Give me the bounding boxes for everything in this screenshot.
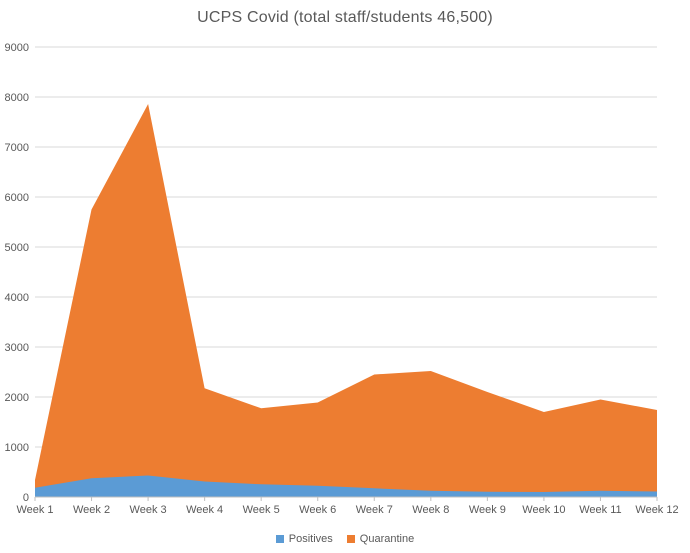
y-axis-label: 0 bbox=[23, 492, 29, 504]
legend-item-positives: Positives bbox=[275, 533, 333, 545]
positives-swatch-icon bbox=[275, 535, 284, 543]
x-axis-label: Week 10 bbox=[522, 504, 565, 516]
x-axis-label: Week 8 bbox=[412, 504, 449, 516]
x-axis-label: Week 3 bbox=[130, 504, 167, 516]
quarantine-swatch-icon bbox=[346, 535, 355, 543]
y-axis-label: 9000 bbox=[5, 42, 29, 54]
x-axis-label: Week 12 bbox=[635, 504, 678, 516]
y-axis-label: 1000 bbox=[5, 442, 29, 454]
x-axis-label: Week 1 bbox=[16, 504, 53, 516]
legend-label-quarantine: Quarantine bbox=[359, 533, 415, 545]
x-axis-label: Week 11 bbox=[579, 504, 621, 516]
y-axis-label: 8000 bbox=[5, 92, 29, 104]
quarantine-area-series bbox=[35, 104, 657, 497]
x-axis-label: Week 7 bbox=[356, 504, 393, 516]
y-axis-label: 2000 bbox=[5, 392, 29, 404]
x-axis-label: Week 9 bbox=[469, 504, 506, 516]
x-axis-label: Week 2 bbox=[73, 504, 110, 516]
legend-item-quarantine: Quarantine bbox=[346, 533, 415, 545]
chart-title: UCPS Covid (total staff/students 46,500) bbox=[197, 9, 493, 26]
y-axis-label: 7000 bbox=[5, 142, 29, 154]
y-axis-label: 6000 bbox=[5, 192, 29, 204]
y-axis-label: 4000 bbox=[5, 292, 29, 304]
legend-label-positives: Positives bbox=[288, 533, 333, 545]
y-axis-label: 3000 bbox=[5, 342, 29, 354]
x-axis-label: Week 6 bbox=[299, 504, 336, 516]
positives-area-series bbox=[35, 475, 657, 497]
x-axis-label: Week 4 bbox=[186, 504, 223, 516]
x-axis-label: Week 5 bbox=[243, 504, 280, 516]
y-axis-label: 5000 bbox=[5, 242, 29, 254]
legend: Positives Quarantine bbox=[0, 533, 690, 545]
